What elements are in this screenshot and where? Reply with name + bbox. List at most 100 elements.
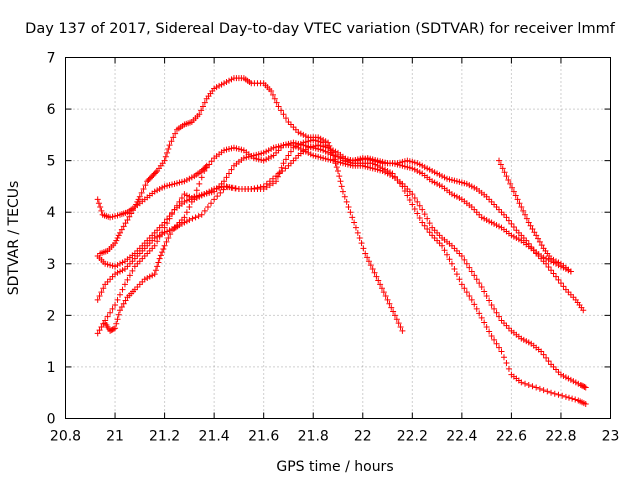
data-point [119, 286, 126, 293]
data-point [102, 317, 109, 324]
data-point [491, 305, 498, 312]
data-point [543, 260, 550, 267]
data-point [276, 170, 283, 177]
data-point [518, 204, 525, 211]
data-point [536, 385, 543, 392]
data-point [496, 157, 503, 164]
data-point [232, 185, 239, 192]
data-point [581, 383, 588, 390]
data-point [114, 296, 121, 303]
data-point [338, 183, 345, 190]
data-point [530, 247, 537, 254]
data-point [275, 103, 282, 110]
data-point [113, 237, 120, 244]
data-point [510, 188, 517, 195]
data-point [285, 152, 292, 159]
data-point [411, 205, 418, 212]
data-point [473, 276, 480, 283]
x-tick-label: 23 [602, 429, 620, 445]
data-point [562, 393, 569, 400]
data-point [391, 312, 398, 319]
data-point [566, 394, 573, 401]
data-point [121, 281, 128, 288]
data-point [165, 146, 172, 153]
y-tick-label: 3 [47, 257, 56, 273]
data-point [271, 95, 278, 102]
data-point [128, 210, 135, 217]
data-point [164, 149, 171, 156]
data-point [114, 316, 121, 323]
data-point [131, 204, 138, 211]
data-point [120, 223, 127, 230]
data-point [548, 389, 555, 396]
data-point [278, 164, 285, 171]
data-point [160, 245, 167, 252]
data-point [154, 263, 161, 270]
data-point [201, 167, 208, 174]
data-point [505, 176, 512, 183]
data-point [134, 198, 141, 205]
data-point [481, 288, 488, 295]
series-3 [102, 137, 589, 408]
data-point [496, 313, 503, 320]
data-point [488, 302, 495, 309]
data-point [478, 283, 485, 290]
data-point [439, 242, 446, 249]
data-point [458, 281, 465, 288]
data-point [473, 305, 480, 312]
data-point [496, 344, 503, 351]
data-point [178, 195, 185, 202]
data-point [195, 213, 202, 220]
data-point [463, 289, 470, 296]
data-point [159, 229, 166, 236]
data-point [369, 265, 376, 272]
data-point [555, 391, 562, 398]
data-point [278, 107, 285, 114]
data-point [171, 206, 178, 213]
data-point [540, 351, 547, 358]
x-tick-label: 21.4 [199, 429, 230, 445]
data-point [478, 314, 485, 321]
data-point [224, 184, 231, 191]
data-point [550, 270, 557, 277]
data-point [183, 209, 190, 216]
data-point [100, 285, 107, 292]
data-point [364, 254, 371, 261]
data-point [354, 229, 361, 236]
data-point [351, 219, 358, 226]
x-tick-label: 20.8 [50, 429, 81, 445]
data-point [189, 215, 196, 222]
data-point [122, 220, 129, 227]
data-point [140, 186, 147, 193]
data-point [569, 395, 576, 402]
data-point [206, 161, 213, 168]
data-point [266, 178, 273, 185]
data-point [273, 99, 280, 106]
data-point [115, 311, 122, 318]
data-point [203, 164, 210, 171]
data-point [525, 219, 532, 226]
series-6 [94, 142, 587, 337]
data-point [163, 238, 170, 245]
data-point [161, 224, 168, 231]
x-tick-label: 22 [354, 429, 372, 445]
data-point [192, 214, 199, 221]
data-point [406, 196, 413, 203]
data-point [196, 111, 203, 118]
data-point [133, 201, 140, 208]
data-point [268, 88, 275, 95]
data-point [528, 244, 535, 251]
data-point [416, 202, 423, 209]
data-point [228, 184, 235, 191]
data-point [118, 303, 125, 310]
data-point [193, 187, 200, 194]
data-point [97, 204, 104, 211]
data-point [525, 381, 532, 388]
data-point [117, 307, 123, 314]
data-point [522, 211, 529, 218]
x-axis-label: GPS time / hours [276, 459, 393, 475]
data-point [280, 160, 287, 167]
data-point [360, 245, 367, 252]
data-point [126, 213, 133, 220]
